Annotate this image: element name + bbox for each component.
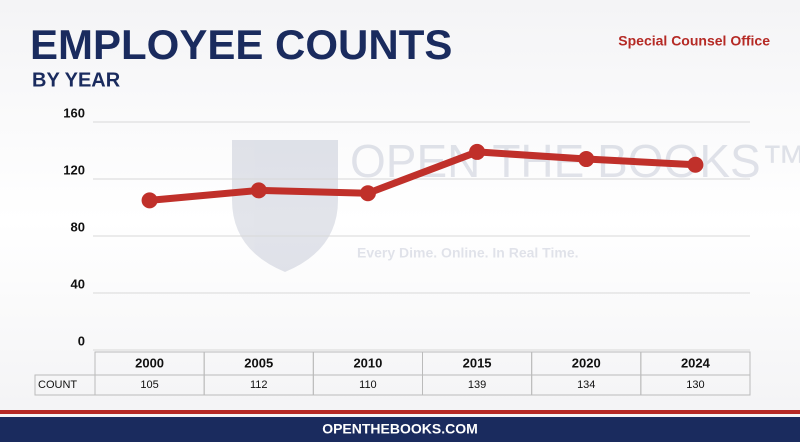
source-label: Special Counsel Office bbox=[618, 33, 770, 49]
point bbox=[687, 156, 704, 173]
table-value: 139 bbox=[468, 379, 486, 391]
y-tick-label: 80 bbox=[71, 219, 85, 234]
x-tick-label: 2000 bbox=[135, 355, 164, 370]
x-tick-label: 2010 bbox=[353, 355, 382, 370]
watermark-tagline: Every Dime. Online. In Real Time. bbox=[357, 245, 579, 261]
point bbox=[359, 185, 376, 202]
line bbox=[149, 148, 696, 204]
y-tick-label: 120 bbox=[63, 162, 85, 177]
table-value: 105 bbox=[140, 379, 158, 391]
table-cell bbox=[640, 374, 751, 396]
table-row-label: COUNT bbox=[38, 379, 77, 391]
footer-bar bbox=[0, 417, 800, 442]
table-value: 110 bbox=[359, 379, 377, 391]
x-tick-label: 2015 bbox=[463, 355, 492, 370]
point bbox=[141, 192, 158, 209]
point bbox=[250, 182, 267, 199]
x-tick-label: 2020 bbox=[572, 355, 601, 370]
footer-text: OPENTHEBOOKS.COM bbox=[322, 421, 478, 437]
chart-subtitle: BY YEAR bbox=[32, 69, 121, 91]
table-value: 112 bbox=[250, 379, 268, 391]
y-tick-label: 160 bbox=[63, 105, 85, 120]
y-tick-label: 40 bbox=[71, 276, 85, 291]
table-value: 134 bbox=[577, 379, 595, 391]
x-tick-label: 2024 bbox=[681, 355, 711, 370]
y-tick-label: 0 bbox=[78, 333, 85, 348]
table-value: 130 bbox=[686, 379, 704, 391]
watermark-shield bbox=[232, 140, 338, 272]
point bbox=[578, 151, 595, 168]
x-tick-label: 2005 bbox=[244, 355, 273, 370]
chart-title: EMPLOYEE COUNTS bbox=[30, 21, 452, 68]
point bbox=[469, 143, 486, 160]
